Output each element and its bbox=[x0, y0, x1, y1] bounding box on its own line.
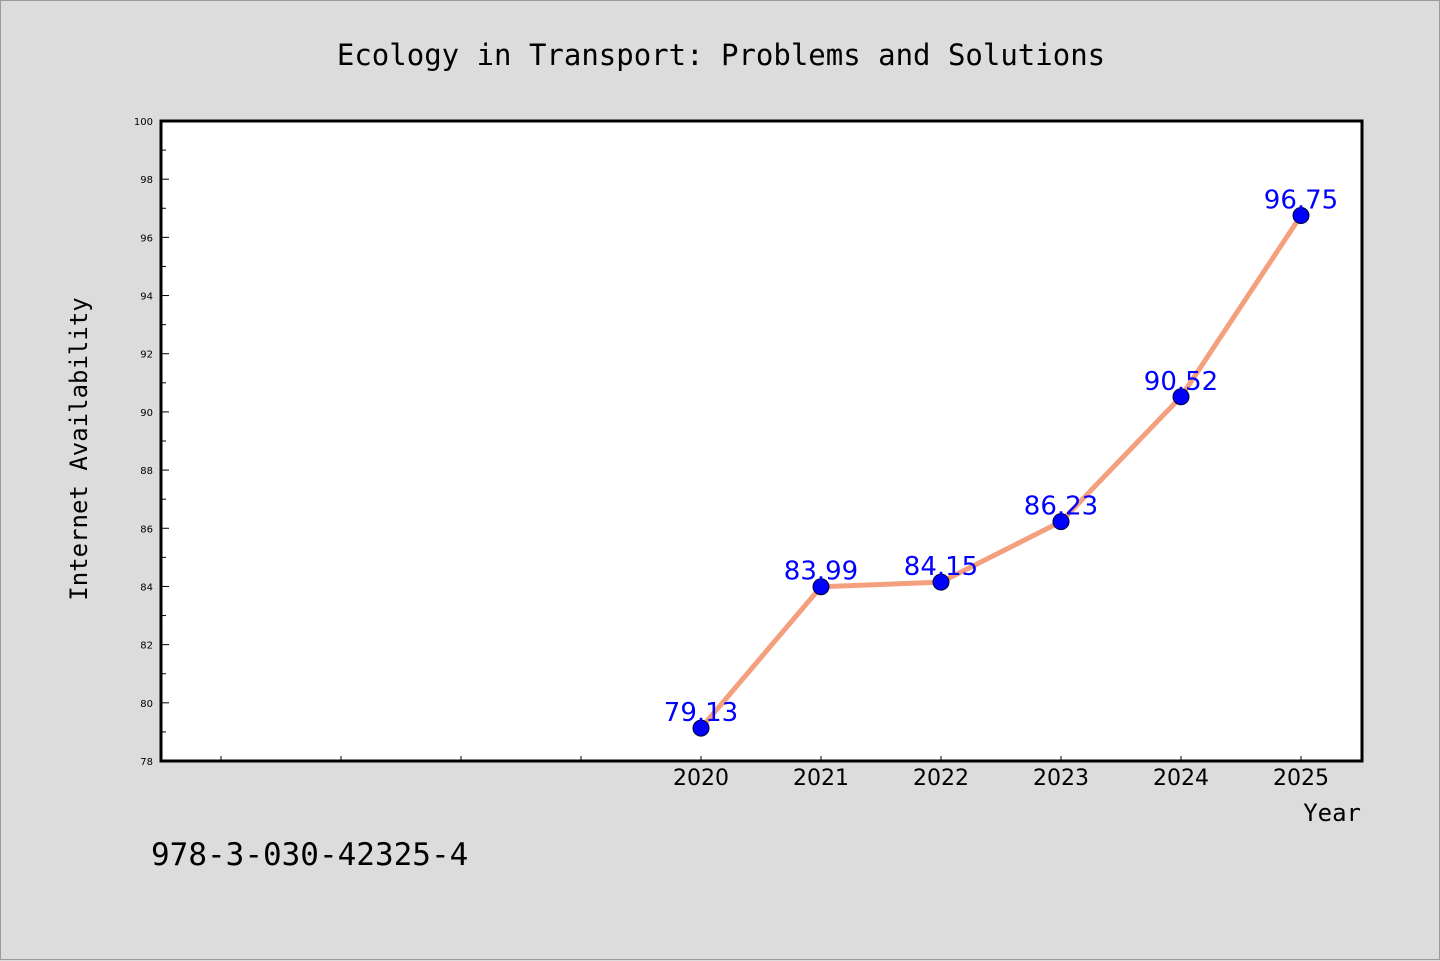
data-point bbox=[1172, 388, 1190, 406]
data-label: 96.75 bbox=[1264, 186, 1338, 216]
y-axis: 78 80 82 84 86 88 90 92 94 96 98 100 bbox=[134, 117, 169, 768]
x-tick-label: 2020 bbox=[673, 766, 729, 791]
y-tick-label: 80 bbox=[140, 699, 153, 710]
y-tick-label: 92 bbox=[140, 350, 153, 361]
x-axis-label: Year bbox=[1303, 799, 1361, 827]
x-tick-label: 2021 bbox=[793, 766, 849, 791]
y-axis-label: Internet Availability bbox=[65, 297, 93, 600]
data-point bbox=[1292, 207, 1310, 225]
data-label: 83.99 bbox=[784, 557, 858, 587]
x-tick-label: 2022 bbox=[913, 766, 969, 791]
y-tick-label: 98 bbox=[140, 175, 153, 186]
data-point bbox=[812, 578, 830, 596]
data-point bbox=[932, 573, 950, 591]
y-tick-label: 78 bbox=[140, 757, 153, 768]
x-tick-label: 2023 bbox=[1033, 766, 1089, 791]
data-label: 79.13 bbox=[664, 698, 738, 728]
x-tick-label: 2025 bbox=[1273, 766, 1329, 791]
data-point bbox=[692, 719, 710, 737]
series-line bbox=[698, 213, 1304, 731]
y-tick-label: 100 bbox=[134, 117, 153, 128]
isbn-text: 978-3-030-42325-4 bbox=[151, 837, 468, 873]
y-tick-label: 88 bbox=[140, 466, 153, 477]
data-point bbox=[1052, 513, 1070, 531]
y-tick-label: 86 bbox=[140, 524, 153, 535]
y-tick-label: 96 bbox=[140, 233, 153, 244]
plot-border bbox=[159, 119, 1364, 763]
y-tick-label: 84 bbox=[140, 582, 153, 593]
series-line-group: 79.13 83.99 84.15 86.23 90.52 96.75 bbox=[664, 186, 1338, 737]
data-label: 90.52 bbox=[1144, 367, 1218, 397]
y-tick-label: 94 bbox=[140, 292, 153, 303]
data-label: 86.23 bbox=[1024, 492, 1098, 522]
data-label: 84.15 bbox=[904, 552, 978, 582]
y-tick-label: 82 bbox=[140, 641, 153, 652]
y-tick-label: 90 bbox=[140, 408, 153, 419]
chart-title: Ecology in Transport: Problems and Solut… bbox=[337, 38, 1105, 72]
x-tick-label: 2024 bbox=[1153, 766, 1209, 791]
x-axis: 2020 2021 2022 2023 2024 2025 bbox=[220, 756, 1329, 791]
plot-area bbox=[161, 121, 1362, 761]
